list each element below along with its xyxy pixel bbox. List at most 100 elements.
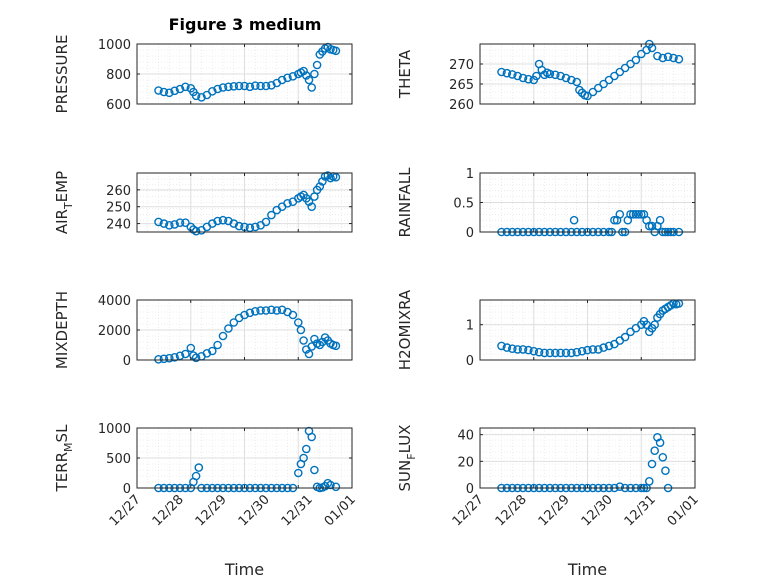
data-point (513, 71, 522, 81)
data-point (218, 215, 228, 225)
data-point (288, 310, 298, 320)
data-point (175, 218, 185, 227)
data-point (207, 87, 217, 96)
data-point (631, 55, 641, 65)
data-point (293, 468, 303, 478)
data-point (583, 345, 592, 355)
data-point (181, 349, 190, 359)
data-point (277, 75, 287, 85)
data-point (299, 66, 308, 76)
y-tick-label: 4000 (98, 294, 131, 309)
data-point (620, 332, 630, 342)
data-point (267, 81, 276, 90)
data-point (154, 217, 163, 227)
data-point (594, 83, 603, 93)
data-point (669, 53, 678, 63)
data-point (588, 87, 598, 97)
data-point (610, 215, 619, 225)
data-point (502, 343, 512, 352)
data-point (312, 60, 322, 70)
data-point (604, 75, 614, 85)
data-point (620, 63, 630, 73)
subplot-4: 0 0.5 1 RAINFALL (396, 167, 696, 241)
data-point (310, 334, 319, 344)
data-point (310, 69, 319, 79)
data-point (551, 348, 560, 358)
y-tick-label: 260 (449, 98, 474, 113)
data-point (283, 198, 292, 208)
data-point (213, 84, 222, 94)
y-tick-label: 240 (106, 218, 131, 233)
data-point (186, 343, 196, 353)
data-point (256, 306, 265, 315)
data-point (299, 336, 308, 345)
subplot-3: 240 250 260 AIRTEMP (53, 171, 353, 236)
data-point (261, 217, 271, 227)
data-point (245, 223, 255, 233)
data-point (599, 79, 608, 89)
data-point (250, 81, 260, 90)
data-point (213, 340, 222, 350)
data-point (229, 219, 239, 228)
data-point (615, 209, 625, 219)
y-tick-label: 1 (466, 319, 474, 334)
y-axis-label: H2OMIXRA (396, 289, 414, 370)
data-point (288, 72, 298, 81)
data-point (569, 215, 579, 225)
data-point (655, 438, 665, 448)
data-point (637, 209, 646, 219)
y-tick-label: 1 (466, 167, 474, 182)
data-point (518, 345, 528, 354)
y-tick-label: 265 (449, 78, 474, 93)
data-point (175, 351, 185, 361)
data-point (331, 341, 341, 351)
y-axis-label: RAINFALL (396, 167, 414, 238)
data-point (655, 215, 665, 225)
y-axis-label: AIRTEMP (53, 171, 75, 234)
data-point (310, 465, 319, 475)
data-point (293, 318, 303, 327)
data-point (567, 348, 576, 358)
y-tick-label: 1000 (98, 38, 131, 53)
data-point (631, 209, 641, 219)
data-point (626, 209, 635, 219)
data-point (647, 459, 657, 469)
data-point (301, 71, 311, 80)
data-point (650, 320, 660, 330)
data-point (159, 87, 169, 97)
y-tick-label: 270 (449, 58, 474, 73)
data-point (234, 81, 244, 91)
data-point (194, 463, 204, 472)
data-point (224, 324, 233, 333)
data-point (637, 49, 646, 59)
data-point (197, 93, 206, 102)
data-point (556, 348, 565, 358)
data-point (229, 82, 239, 91)
data-point (529, 346, 539, 356)
data-point (159, 219, 169, 228)
data-point (261, 81, 271, 91)
y-axis-label: TERRMSL (53, 424, 75, 493)
data-point (572, 347, 582, 357)
data-point (170, 86, 179, 96)
data-point (645, 221, 654, 231)
data-point (277, 305, 287, 315)
subplot-6: 0 1 H2OMIXRA (396, 289, 696, 370)
data-point (240, 310, 249, 320)
data-point (250, 222, 260, 232)
data-point (154, 354, 163, 364)
data-point (170, 220, 179, 229)
y-tick-label: 600 (106, 98, 131, 113)
data-point (301, 444, 311, 454)
data-point (304, 349, 314, 359)
y-tick-label: 0 (466, 226, 474, 241)
data-point (240, 81, 249, 91)
data-point (634, 209, 643, 219)
data-point (323, 171, 333, 180)
data-point (283, 73, 292, 83)
y-axis-label: MIXDEPTH (53, 291, 71, 369)
data-point (154, 86, 163, 95)
y-tick-label: 20 (457, 455, 474, 470)
data-point (513, 345, 522, 354)
